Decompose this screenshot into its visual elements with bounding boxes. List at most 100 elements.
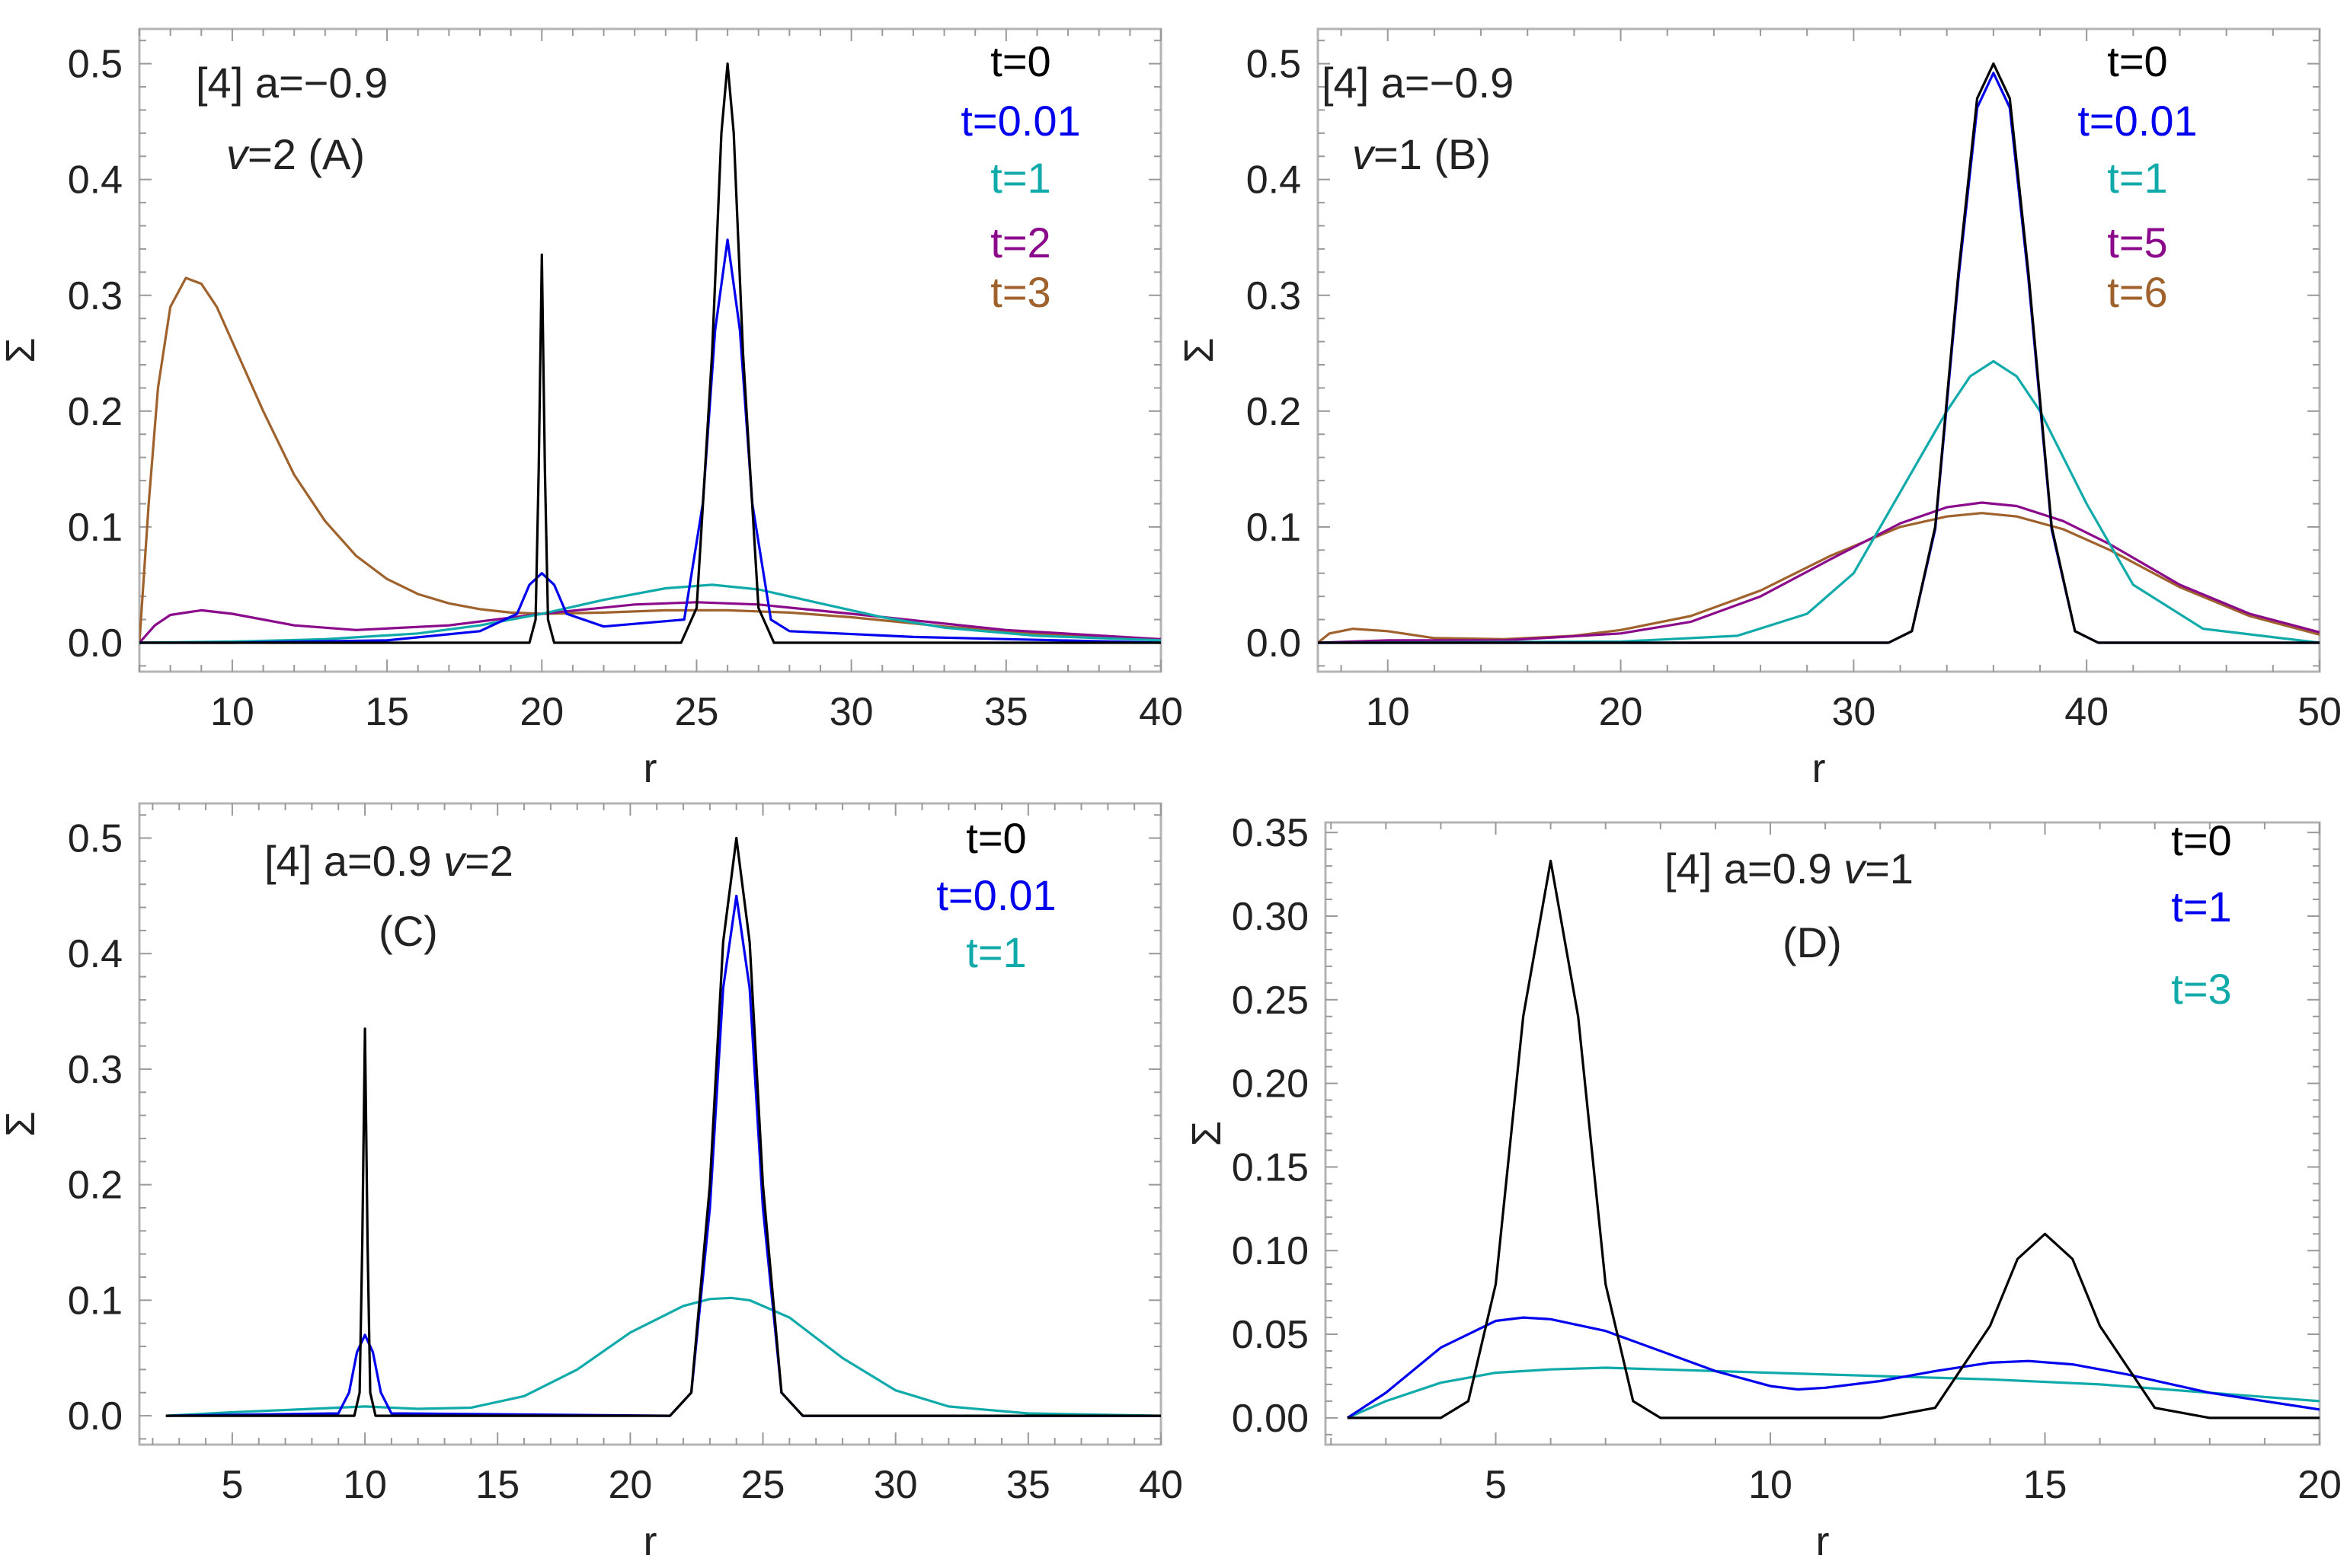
x-tick-label: 30 [874, 1463, 918, 1507]
legend-entry: t=1 [2171, 883, 2231, 931]
series-line-t-1 [1318, 359, 2320, 644]
y-axis-label: Σ [1184, 1121, 1229, 1146]
series-line-t-1 [165, 1296, 1161, 1417]
x-tick-label: 40 [1139, 1463, 1183, 1507]
y-tick-label: 0.3 [68, 274, 123, 318]
x-axis-label: r [1816, 1519, 1830, 1564]
x-tick-label: 10 [210, 690, 254, 734]
y-tick-label: 0.5 [68, 817, 123, 861]
series-line-t-0 [1347, 859, 2320, 1420]
legend-entry: t=0 [966, 814, 1026, 862]
x-tick-label: 5 [221, 1463, 243, 1507]
y-tick-label: 0.1 [1246, 506, 1301, 550]
x-tick-label: 20 [608, 1463, 652, 1507]
legend-entry: t=1 [990, 154, 1050, 202]
x-tick-label: 35 [984, 690, 1028, 734]
legend-entry: t=0.01 [2077, 97, 2197, 145]
legend-entry: t=2 [990, 219, 1050, 267]
x-tick-label: 20 [520, 690, 564, 734]
x-tick-label: 15 [475, 1463, 520, 1507]
y-tick-label: 0.4 [68, 932, 123, 976]
legend-entry: t=6 [2107, 268, 2167, 316]
y-axis-label: Σ [0, 1111, 43, 1136]
series-line-t-3 [1347, 1366, 2320, 1420]
y-tick-label: 0.0 [1246, 621, 1301, 666]
x-tick-label: 20 [1599, 690, 1643, 734]
y-axis-label: Σ [0, 337, 43, 362]
x-tick-label: 40 [2064, 690, 2109, 734]
x-tick-label: 25 [741, 1463, 785, 1507]
series-line-t-1 [139, 583, 1161, 644]
x-tick-label: 35 [1006, 1463, 1050, 1507]
y-tick-label: 0.15 [1232, 1145, 1309, 1190]
panel-annotation: [4] a=−0.9 [196, 59, 388, 107]
y-tick-label: 0.10 [1232, 1229, 1309, 1273]
series-line-t-2 [139, 601, 1161, 644]
x-tick-label: 20 [2297, 1463, 2342, 1507]
panel-annotation: v=1 (B) [1352, 130, 1491, 178]
y-tick-label: 0.30 [1232, 895, 1309, 939]
x-tick-label: 30 [1831, 690, 1875, 734]
y-tick-label: 0.5 [68, 43, 123, 87]
series-line-t-6 [1318, 512, 2320, 644]
panel-A: 10 15 20 25 30 35 40 0.0 0.1 0.2 0.3 0.4 0.5 r Σt=0 t=0… [0, 27, 1183, 791]
x-axis-label: r [644, 746, 657, 791]
legend-entry: t=0 [990, 37, 1050, 85]
y-axis-label: Σ [1176, 337, 1222, 362]
y-tick-label: 0.00 [1232, 1397, 1309, 1441]
legend-entry: t=1 [966, 928, 1026, 976]
legend-entry: t=0 [2107, 37, 2167, 85]
x-tick-label: 30 [830, 690, 874, 734]
y-tick-label: 0.05 [1232, 1313, 1309, 1357]
y-tick-label: 0.2 [68, 1164, 123, 1208]
plot-frame [1316, 27, 2321, 673]
y-tick-label: 0.2 [1246, 390, 1301, 434]
x-tick-label: 15 [365, 690, 409, 734]
x-tick-label: 40 [1139, 690, 1183, 734]
series-line-t-0 [165, 836, 1161, 1417]
series-line-t-1 [1346, 1316, 2320, 1420]
y-tick-label: 0.35 [1232, 811, 1309, 855]
series-line-t-3 [139, 276, 1161, 643]
series-line-t-5 [1318, 501, 2320, 644]
legend-entry: t=0.01 [936, 871, 1056, 919]
y-tick-label: 0.3 [68, 1048, 123, 1092]
panel-annotation: v=2 (A) [226, 130, 365, 178]
panel-C: 5 10 15 20 25 30 35 40 0.0 0.1 0.2 0.3 0.4 0.5 r Σt=0 t=… [0, 802, 1183, 1564]
y-tick-label: 0.5 [1246, 43, 1301, 87]
y-tick-label: 0.0 [68, 1394, 123, 1439]
panel-annotation: [4] a=0.9 v=2 [264, 837, 513, 885]
y-tick-label: 0.1 [68, 506, 123, 550]
legend-entry: t=0.01 [961, 97, 1080, 145]
x-tick-label: 50 [2297, 690, 2342, 734]
series-line-t-0-01 [139, 238, 1161, 644]
panel-annotation: [4] a=−0.9 [1322, 59, 1514, 107]
legend-entry: t=3 [990, 268, 1050, 316]
x-tick-label: 10 [1366, 690, 1410, 734]
x-tick-label: 5 [1485, 1463, 1507, 1507]
y-tick-label: 0.4 [68, 158, 123, 203]
x-tick-label: 15 [2023, 1463, 2067, 1507]
panel-B: 10 20 30 40 50 0.0 0.1 0.2 0.3 0.4 0.5 r Σt=0 t=0.01 t… [1176, 27, 2342, 791]
series-line-t-0 [139, 62, 1161, 644]
panel-annotation: (C) [379, 907, 438, 955]
panel-annotation: [4] a=0.9 v=1 [1664, 845, 1914, 893]
plot-frame [138, 27, 1162, 673]
y-tick-label: 0.4 [1246, 158, 1301, 203]
y-tick-label: 0.1 [68, 1279, 123, 1323]
x-tick-label: 10 [343, 1463, 387, 1507]
legend-entry: t=0 [2171, 816, 2231, 864]
panel-annotation: (D) [1783, 918, 1842, 966]
panel-D: 5 10 15 20 0.00 0.05 0.10 0.15 0.20 0.25 0.30 0.35 r… [1184, 811, 2342, 1564]
y-tick-label: 0.20 [1232, 1062, 1309, 1107]
y-tick-label: 0.25 [1232, 979, 1309, 1023]
plot-frame [138, 802, 1162, 1446]
x-axis-label: r [1812, 746, 1826, 791]
legend-entry: t=1 [2107, 154, 2167, 202]
x-tick-label: 25 [675, 690, 719, 734]
y-tick-label: 0.2 [68, 390, 123, 434]
x-tick-label: 10 [1748, 1463, 1792, 1507]
x-axis-label: r [644, 1519, 657, 1564]
series-line-t-0 [1318, 62, 2320, 644]
